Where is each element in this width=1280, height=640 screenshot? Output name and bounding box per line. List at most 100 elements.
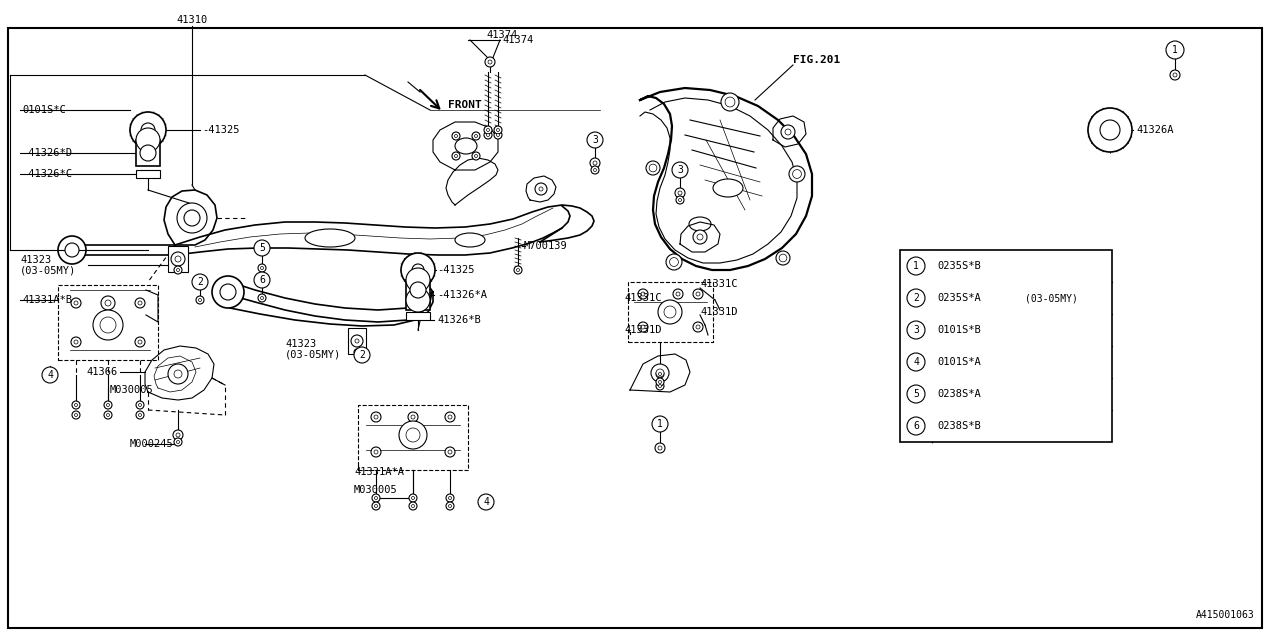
Circle shape	[131, 112, 166, 148]
Circle shape	[1170, 70, 1180, 80]
Circle shape	[488, 60, 492, 64]
Ellipse shape	[454, 233, 485, 247]
Text: 2: 2	[360, 350, 365, 360]
Circle shape	[452, 152, 460, 160]
Circle shape	[676, 292, 680, 296]
Circle shape	[374, 450, 378, 454]
Circle shape	[472, 132, 480, 140]
Circle shape	[448, 497, 452, 499]
Circle shape	[678, 191, 682, 195]
Circle shape	[410, 502, 417, 510]
Circle shape	[70, 298, 81, 308]
Circle shape	[410, 282, 426, 298]
Circle shape	[138, 301, 142, 305]
Circle shape	[259, 294, 266, 302]
Circle shape	[655, 443, 666, 453]
Circle shape	[908, 385, 925, 403]
Bar	[136, 140, 160, 166]
Circle shape	[351, 335, 364, 347]
Circle shape	[637, 289, 648, 299]
Text: 3: 3	[677, 165, 684, 175]
Circle shape	[484, 131, 492, 139]
Circle shape	[908, 257, 925, 275]
Circle shape	[673, 289, 684, 299]
Circle shape	[698, 234, 703, 240]
Circle shape	[141, 123, 155, 137]
Circle shape	[134, 298, 145, 308]
Circle shape	[588, 132, 603, 148]
Text: 41326A: 41326A	[1137, 125, 1174, 135]
Circle shape	[212, 276, 244, 308]
Circle shape	[355, 339, 358, 343]
Circle shape	[594, 168, 596, 172]
Ellipse shape	[305, 229, 355, 247]
Circle shape	[140, 145, 156, 161]
Circle shape	[374, 415, 378, 419]
Circle shape	[220, 284, 236, 300]
Circle shape	[486, 134, 489, 136]
Circle shape	[692, 230, 707, 244]
Text: 41323: 41323	[20, 255, 51, 265]
Circle shape	[1172, 73, 1178, 77]
Circle shape	[259, 264, 266, 272]
Text: 6: 6	[259, 275, 265, 285]
Circle shape	[1088, 108, 1132, 152]
Text: 0101S*B: 0101S*B	[937, 325, 980, 335]
Circle shape	[535, 183, 547, 195]
Circle shape	[445, 502, 454, 510]
Circle shape	[781, 125, 795, 139]
Circle shape	[696, 292, 700, 296]
Circle shape	[410, 494, 417, 502]
Text: 0235S*B: 0235S*B	[937, 261, 980, 271]
Text: 41374: 41374	[502, 35, 534, 45]
Circle shape	[785, 129, 791, 135]
Circle shape	[411, 497, 415, 499]
Circle shape	[136, 401, 145, 409]
Circle shape	[669, 258, 678, 266]
Circle shape	[454, 134, 457, 138]
Circle shape	[136, 128, 160, 152]
Text: 2: 2	[197, 277, 204, 287]
Circle shape	[908, 353, 925, 371]
Circle shape	[173, 430, 183, 440]
Circle shape	[375, 497, 378, 499]
Text: M030005: M030005	[355, 485, 398, 495]
Text: 6: 6	[913, 421, 919, 431]
Circle shape	[406, 268, 430, 292]
Circle shape	[74, 413, 78, 417]
Text: M000245: M000245	[131, 439, 174, 449]
Circle shape	[106, 403, 110, 406]
Ellipse shape	[713, 179, 742, 197]
Circle shape	[371, 412, 381, 422]
Text: M030005: M030005	[110, 385, 154, 395]
Text: 41331C: 41331C	[700, 279, 737, 289]
Circle shape	[448, 504, 452, 508]
Circle shape	[261, 296, 264, 300]
Text: 41310: 41310	[177, 15, 207, 25]
Circle shape	[788, 166, 805, 182]
Circle shape	[593, 161, 596, 165]
Circle shape	[539, 187, 543, 191]
Bar	[900, 250, 1112, 442]
Circle shape	[445, 447, 454, 457]
Circle shape	[780, 254, 787, 262]
Text: 0101S*C: 0101S*C	[22, 105, 65, 115]
Circle shape	[105, 300, 111, 306]
Circle shape	[448, 450, 452, 454]
Circle shape	[652, 416, 668, 432]
Circle shape	[412, 264, 424, 276]
Circle shape	[517, 269, 520, 271]
Text: 41331D: 41331D	[625, 325, 662, 335]
Circle shape	[106, 413, 110, 417]
Circle shape	[1100, 120, 1120, 140]
Text: 41331A*A: 41331A*A	[355, 467, 404, 477]
Bar	[58, 285, 157, 360]
Circle shape	[485, 57, 495, 67]
Text: 3: 3	[593, 135, 598, 145]
Text: 1: 1	[657, 419, 663, 429]
Circle shape	[136, 411, 145, 419]
Circle shape	[515, 266, 522, 274]
Circle shape	[65, 243, 79, 257]
Circle shape	[658, 300, 682, 324]
Circle shape	[138, 403, 142, 406]
